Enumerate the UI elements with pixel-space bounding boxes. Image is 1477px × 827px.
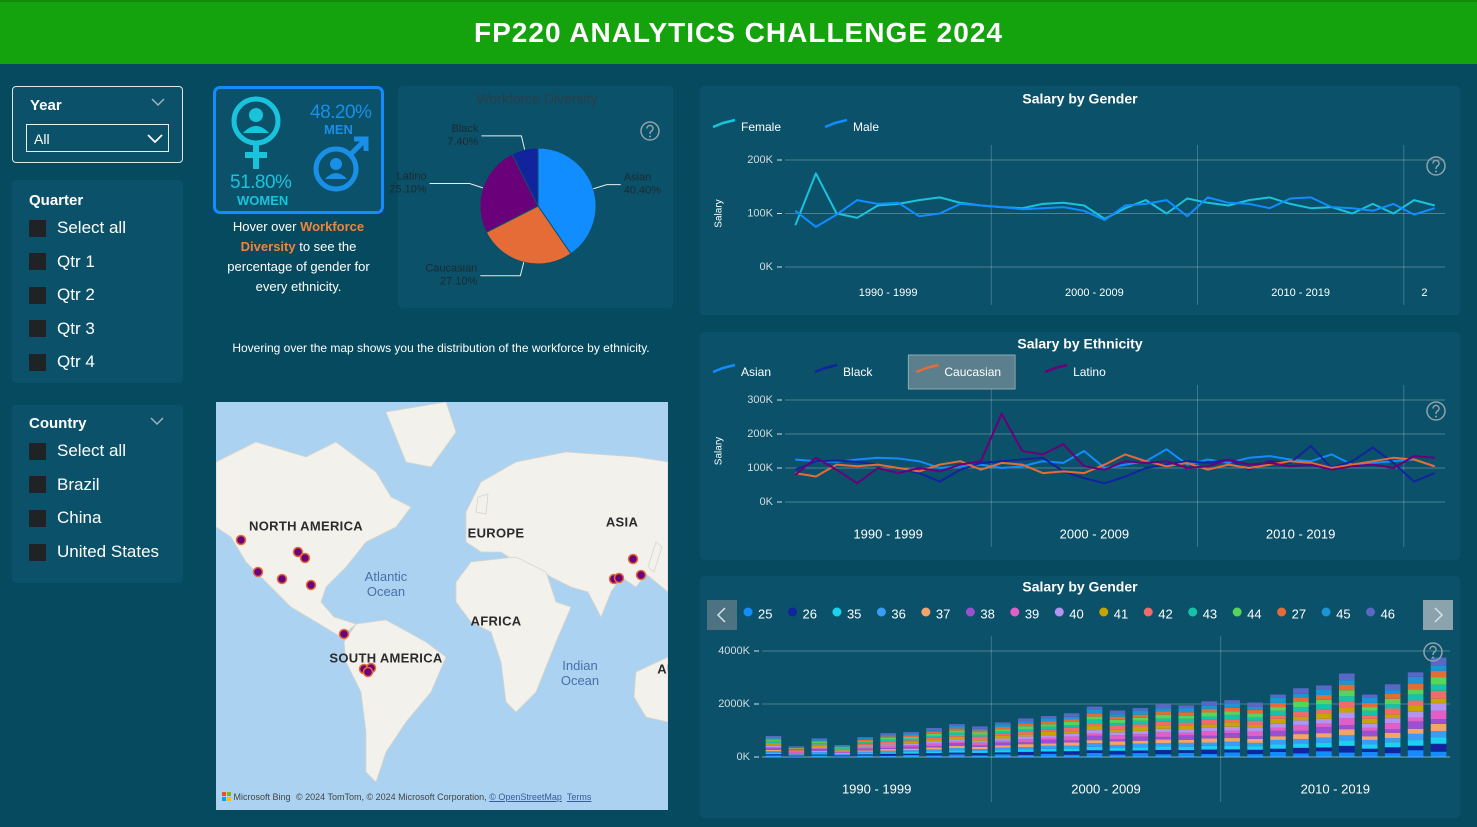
- dropdown-value: All: [34, 131, 50, 147]
- map-provider: Microsoft Bing: [222, 792, 291, 802]
- women-label: WOMEN: [237, 193, 289, 208]
- female-icon: [231, 96, 281, 169]
- slicer-item[interactable]: Select all: [29, 440, 126, 462]
- slicer-title: Quarter: [29, 192, 84, 209]
- map-markers: [235, 534, 647, 678]
- hint-text: Hover over Workforce Diversity to see th…: [213, 217, 384, 297]
- slicer-item-label: United States: [57, 542, 160, 562]
- chevron-icon: [151, 98, 165, 107]
- slicer-item[interactable]: China: [29, 507, 101, 529]
- header: FP220 ANALYTICS CHALLENGE 2024: [0, 0, 1477, 64]
- slicer-item[interactable]: Qtr 1: [29, 251, 95, 273]
- slicer-item-label: Brazil: [57, 474, 100, 494]
- ocean-label: Atlantic Ocean: [364, 569, 408, 599]
- map[interactable]: NORTH AMERICA EUROPE ASIA AFRICA SOUTH A…: [216, 402, 668, 810]
- checkbox[interactable]: [29, 286, 46, 304]
- year-dropdown[interactable]: All: [26, 124, 169, 152]
- slicer-item-label: Qtr 1: [57, 251, 95, 271]
- men-label: MEN: [324, 122, 353, 137]
- slicer-item-label: China: [57, 508, 102, 528]
- ocean-label: Indian Ocean: [560, 658, 600, 688]
- slicer-title: Country: [29, 415, 87, 432]
- slicer-item-label: Select all: [57, 441, 126, 460]
- year-slicer: Year All: [12, 86, 183, 163]
- line-chart-panel: [700, 332, 1460, 560]
- gender-card: 51.80% WOMEN 48.20% MEN: [213, 86, 384, 214]
- hint-highlight: Workforce Diversity: [240, 219, 365, 254]
- hint-text-part: to see the percentage of gender for ever…: [227, 239, 370, 294]
- quarter-slicer: Quarter Select all Qtr 1 Qtr 2 Qtr 3 Qtr 4: [12, 180, 183, 383]
- terms-link[interactable]: Terms: [566, 792, 592, 802]
- continent-label: NORTH AMERICA: [249, 518, 363, 534]
- slicer-item-label: Qtr 2: [57, 285, 95, 304]
- continent-label: SOUTH AMERICA: [329, 650, 443, 666]
- slicer-item-label: Select all: [57, 218, 126, 237]
- line-chart-panel: [700, 86, 1460, 315]
- men-percentage: 48.20%: [310, 102, 372, 123]
- continent-label: AFRICA: [470, 613, 522, 629]
- checkbox[interactable]: [29, 509, 46, 527]
- slicer-item[interactable]: Qtr 2: [29, 284, 95, 306]
- slicer-item[interactable]: Brazil: [29, 474, 100, 496]
- checkbox[interactable]: [29, 219, 46, 237]
- slicer-item[interactable]: Qtr 4: [29, 351, 95, 373]
- hint-text-part: Hover over: [232, 219, 301, 234]
- bar-chart-panel: [700, 576, 1460, 818]
- dashboard-title: FP220 ANALYTICS CHALLENGE 2024: [474, 17, 1003, 48]
- chevron-icon: [147, 134, 163, 144]
- copyright: © 2024 TomTom, © 2024 Microsoft Corporat…: [296, 792, 487, 802]
- continent-label: AU: [657, 661, 668, 677]
- checkbox[interactable]: [29, 476, 46, 494]
- continent-label: ASIA: [605, 514, 639, 530]
- checkbox[interactable]: [29, 353, 46, 371]
- provider-logo: [222, 792, 231, 801]
- slicer-title: Year: [30, 97, 62, 114]
- women-percentage: 51.80%: [230, 172, 292, 193]
- map-land: [216, 402, 668, 783]
- slicer-item-label: Qtr 4: [57, 352, 95, 371]
- chevron-icon: [150, 417, 164, 426]
- slicer-item[interactable]: Qtr 3: [29, 318, 95, 340]
- checkbox[interactable]: [29, 253, 46, 270]
- checkbox[interactable]: [29, 543, 46, 561]
- pie-panel: [398, 86, 673, 308]
- continent-label: EUROPE: [467, 525, 525, 541]
- slicer-item-label: Qtr 3: [57, 318, 95, 338]
- checkbox[interactable]: [29, 442, 46, 460]
- map-hint: Hovering over the map shows you the dist…: [232, 341, 650, 355]
- checkbox[interactable]: [29, 320, 46, 337]
- country-slicer: Country Select all Brazil China United Stat…: [12, 405, 183, 583]
- provider-name: Microsoft Bing: [233, 792, 291, 802]
- map-attribution: © 2024 TomTom, © 2024 Microsoft Corporat…: [296, 792, 591, 802]
- slicer-item[interactable]: United States: [29, 541, 159, 563]
- osm-link[interactable]: © OpenStreetMap: [489, 792, 562, 802]
- slicer-item[interactable]: Select all: [29, 217, 126, 239]
- male-icon: [313, 136, 369, 192]
